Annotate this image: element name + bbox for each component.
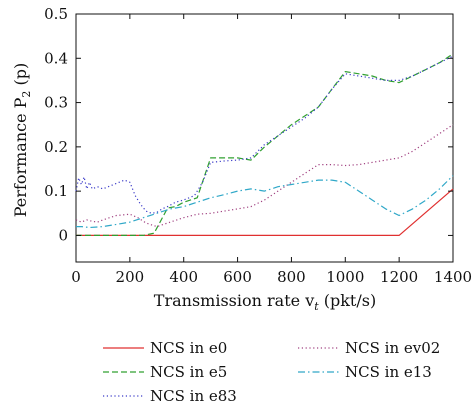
x-axis-title-unit: (pkt/s) — [319, 291, 377, 310]
x-tick-label: 600 — [223, 268, 252, 286]
y-tick-label: 0.2 — [44, 138, 68, 156]
y-tick-label: 0.5 — [44, 5, 68, 23]
legend-label-1: NCS in e0 — [150, 339, 227, 357]
x-axis-title-main: Transmission rate v — [154, 291, 314, 310]
y-tick-label: 0 — [58, 226, 68, 244]
x-tick-label: 0 — [71, 268, 81, 286]
x-tick-label: 800 — [277, 268, 306, 286]
legend: NCS in e0 NCS in e5 NCS in e83 NCS in ev02 N… — [103, 339, 440, 405]
y-axis-title-sub: 2 — [20, 91, 33, 98]
y-axis-title-unit: (p) — [11, 63, 30, 91]
x-tick-label: 400 — [169, 268, 198, 286]
legend-label-5: NCS in e13 — [345, 363, 432, 381]
plot-area — [75, 13, 454, 263]
series-line-5 — [76, 175, 454, 229]
x-tick-label: 200 — [116, 268, 145, 286]
series-line-1 — [76, 188, 454, 236]
x-tick-label: 1000 — [326, 268, 364, 286]
plot-frame — [75, 13, 454, 263]
x-axis-title-sub: t — [314, 300, 319, 313]
series-line-4 — [75, 124, 454, 228]
series-line-2 — [76, 53, 454, 236]
x-tick-label: 1400 — [434, 268, 472, 286]
x-axis-title: Transmission rate vt (pkt/s) — [154, 291, 376, 313]
y-axis-ticks: 0 0.1 0.2 0.3 0.4 0.5 — [44, 5, 453, 244]
y-axis-title: Performance P2 (p) — [11, 63, 33, 217]
series-line-3 — [75, 55, 454, 214]
legend-label-2: NCS in e5 — [150, 363, 227, 381]
y-tick-label: 0.4 — [44, 49, 68, 67]
y-tick-label: 0.3 — [44, 94, 68, 112]
y-axis-title-main: Performance P — [11, 97, 30, 217]
x-axis-ticks: 0 200 400 600 800 1000 1200 1400 — [71, 14, 472, 286]
legend-label-3: NCS in e83 — [150, 387, 237, 405]
y-tick-label: 0.1 — [44, 182, 68, 200]
x-tick-label: 1200 — [380, 268, 418, 286]
legend-label-4: NCS in ev02 — [345, 339, 440, 357]
